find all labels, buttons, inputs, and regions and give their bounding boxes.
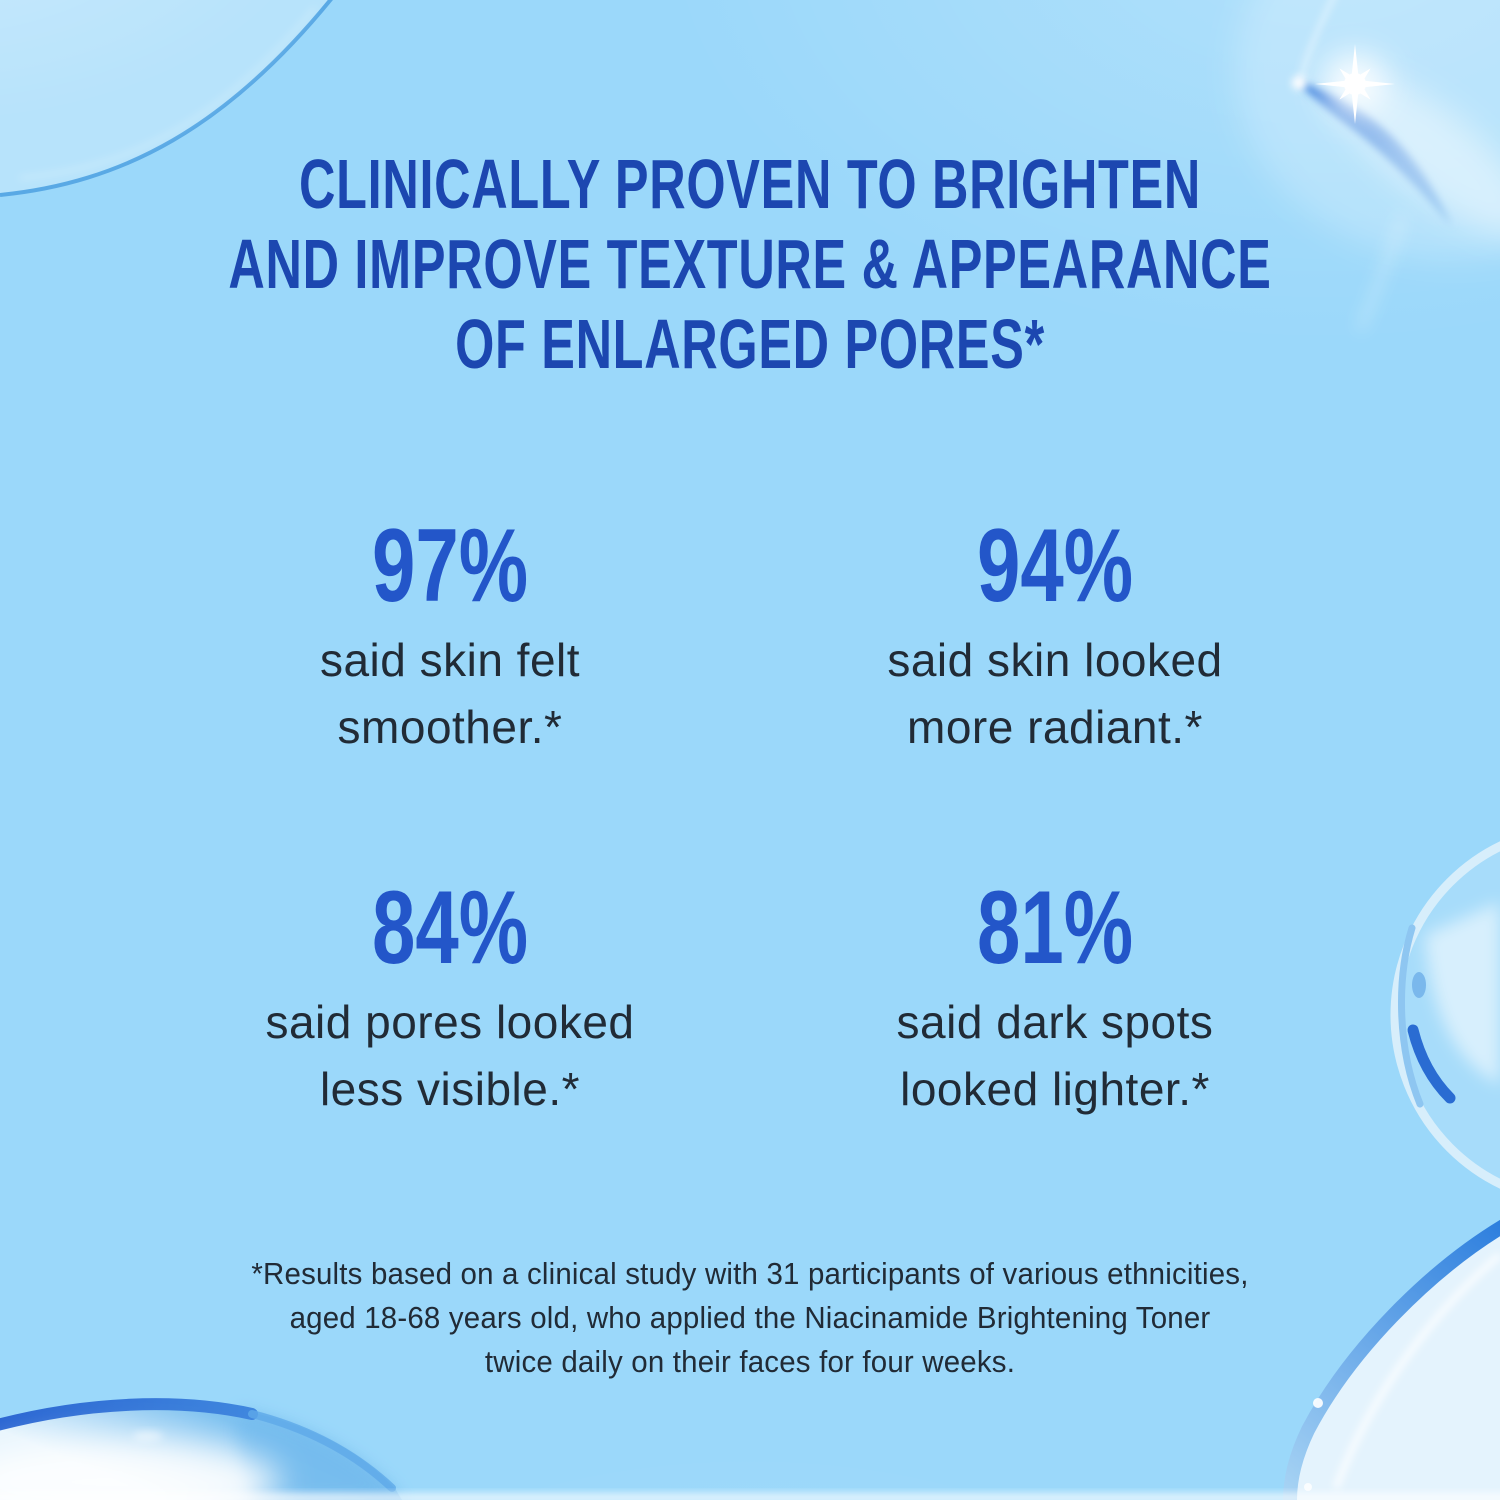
bottom-sheen [0, 1493, 1500, 1500]
headline-line-2: AND IMPROVE TEXTURE & APPEARANCE [228, 225, 1272, 303]
bubble-top-left [0, 0, 333, 197]
stat-value: 84% [371, 870, 529, 986]
stat-desc-line-1: said dark spots [896, 996, 1214, 1048]
footnote-line-3: twice daily on their faces for four week… [484, 1344, 1016, 1379]
stat-description: said skin looked more radiant.* [705, 627, 1405, 761]
droplet-top-right [1235, 0, 1500, 331]
stat-pores-less-visible: 84% said pores looked less visible.* [100, 876, 800, 1123]
stat-desc-line-2: smoother.* [337, 701, 563, 753]
stat-desc-line-1: said pores looked [265, 996, 635, 1048]
stat-value: 81% [976, 870, 1134, 986]
droplet-bottom-right [1283, 1219, 1500, 1500]
stats-row-2: 84% said pores looked less visible.* 81%… [0, 876, 1500, 1206]
sparkle-icon [1315, 44, 1395, 124]
stat-desc-line-2: less visible.* [319, 1063, 581, 1115]
stat-dark-spots-lighter: 81% said dark spots looked lighter.* [705, 876, 1405, 1123]
stat-description: said pores looked less visible.* [100, 989, 800, 1123]
stat-description: said skin felt smoother.* [100, 627, 800, 761]
stat-skin-smoother: 97% said skin felt smoother.* [100, 514, 800, 761]
stat-skin-radiant: 94% said skin looked more radiant.* [705, 514, 1405, 761]
headline: CLINICALLY PROVEN TO BRIGHTEN AND IMPROV… [210, 144, 1290, 384]
footnote-line-1: *Results based on a clinical study with … [251, 1256, 1249, 1291]
stat-desc-line-1: said skin looked [887, 634, 1223, 686]
headline-line-3: OF ENLARGED PORES* [455, 305, 1045, 383]
headline-line-1: CLINICALLY PROVEN TO BRIGHTEN [298, 145, 1202, 223]
stat-desc-line-1: said skin felt [319, 634, 581, 686]
stats-row-1: 97% said skin felt smoother.* 94% said s… [0, 514, 1500, 844]
footnote: *Results based on a clinical study with … [38, 1252, 1463, 1384]
stat-desc-line-2: looked lighter.* [900, 1063, 1210, 1115]
stat-description: said dark spots looked lighter.* [705, 989, 1405, 1123]
stat-desc-line-2: more radiant.* [907, 701, 1203, 753]
stat-value: 94% [976, 508, 1134, 624]
bubble-bottom-left [0, 1398, 402, 1500]
footnote-line-2: aged 18-68 years old, who applied the Ni… [289, 1300, 1211, 1335]
bubble-right [1390, 841, 1500, 1189]
stat-value: 97% [371, 508, 529, 624]
